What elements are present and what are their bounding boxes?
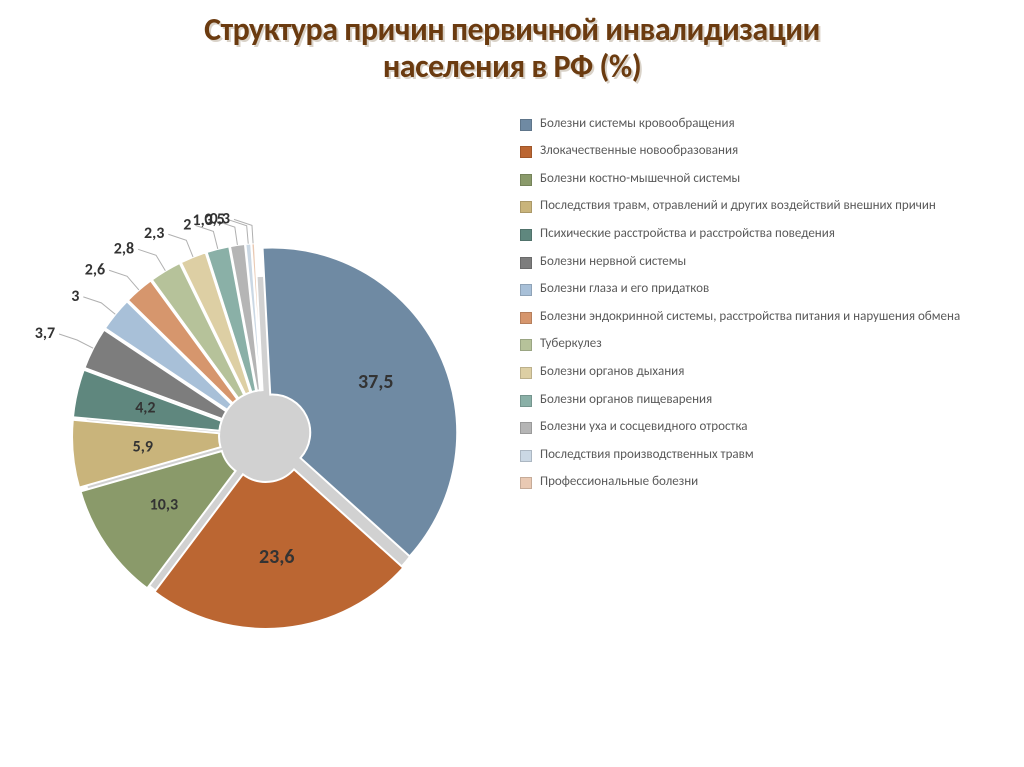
- legend-swatch: [520, 450, 532, 462]
- slice-label: 23,6: [259, 545, 295, 569]
- title-line-2: населения в РФ (%): [0, 49, 1024, 86]
- legend-swatch: [520, 339, 532, 351]
- slice-label: 3: [71, 286, 79, 305]
- slice-label: 2: [183, 215, 191, 234]
- legend-swatch: [520, 146, 532, 158]
- legend-item: Психические расстройства и расстройства …: [520, 226, 1000, 242]
- legend-swatch: [520, 174, 532, 186]
- legend-label: Последствия травм, отравлений и других в…: [540, 198, 936, 214]
- legend-item: Болезни органов пищеварения: [520, 392, 1000, 408]
- legend-swatch: [520, 422, 532, 434]
- legend-item: Болезни системы кровообращения: [520, 116, 1000, 132]
- legend-label: Болезни уха и сосцевидного отростка: [540, 419, 748, 435]
- legend-item: Болезни нервной системы: [520, 254, 1000, 270]
- legend-item: Злокачественные новообразования: [520, 143, 1000, 159]
- legend: Болезни системы кровообращения Злокачеств…: [520, 116, 1000, 502]
- legend-swatch: [520, 367, 532, 379]
- legend-item: Болезни глаза и его придатков: [520, 281, 1000, 297]
- leader-line: [83, 296, 115, 313]
- legend-swatch: [520, 312, 532, 324]
- legend-swatch: [520, 201, 532, 213]
- slice-label: 5,9: [133, 437, 153, 456]
- slice-label: 3,7: [35, 324, 55, 343]
- legend-label: Туберкулез: [540, 336, 602, 352]
- chart-title: Структура причин первичной инвалидизации…: [0, 0, 1024, 86]
- legend-item: Болезни эндокринной системы, расстройств…: [520, 309, 1000, 325]
- legend-swatch: [520, 477, 532, 489]
- legend-label: Болезни глаза и его придатков: [540, 281, 709, 297]
- leader-line: [109, 270, 139, 290]
- legend-swatch: [520, 229, 532, 241]
- legend-item: Болезни костно-мышечной системы: [520, 171, 1000, 187]
- slice-label: 10,3: [150, 495, 178, 514]
- slice-label: 2,8: [114, 239, 134, 258]
- legend-label: Профессиональные болезни: [540, 474, 698, 490]
- legend-label: Злокачественные новообразования: [540, 143, 738, 159]
- slice-label: 2,3: [144, 224, 164, 243]
- legend-swatch: [520, 395, 532, 407]
- slice-label: 2,6: [85, 260, 105, 279]
- legend-item: Туберкулез: [520, 336, 1000, 352]
- slice-label: 37,5: [358, 370, 394, 394]
- legend-item: Последствия производственных травм: [520, 447, 1000, 463]
- legend-swatch: [520, 257, 532, 269]
- legend-item: Профессиональные болезни: [520, 474, 1000, 490]
- legend-label: Болезни системы кровообращения: [540, 116, 735, 132]
- legend-label: Болезни нервной системы: [540, 254, 686, 270]
- leader-line: [59, 334, 93, 348]
- legend-label: Болезни костно-мышечной системы: [540, 171, 740, 187]
- legend-label: Болезни эндокринной системы, расстройств…: [540, 309, 960, 325]
- leader-line: [168, 234, 193, 257]
- title-line-1: Структура причин первичной инвалидизации: [0, 12, 1024, 49]
- legend-swatch: [520, 284, 532, 296]
- legend-item: Болезни уха и сосцевидного отростка: [520, 419, 1000, 435]
- slice-label: 4,2: [135, 398, 155, 417]
- legend-item: Болезни органов дыхания: [520, 364, 1000, 380]
- legend-swatch: [520, 119, 532, 131]
- legend-label: Психические расстройства и расстройства …: [540, 226, 835, 242]
- slice-label: 0,3: [210, 209, 230, 228]
- pie-chart: 37,523,610,35,94,23,732,62,82,321,30,50,…: [20, 126, 500, 646]
- legend-label: Болезни органов пищеварения: [540, 392, 712, 408]
- legend-label: Последствия производственных травм: [540, 447, 754, 463]
- chart-content: 37,523,610,35,94,23,732,62,82,321,30,50,…: [0, 86, 1024, 766]
- legend-label: Болезни органов дыхания: [540, 364, 684, 380]
- leader-line: [138, 249, 165, 270]
- legend-item: Последствия травм, отравлений и других в…: [520, 198, 1000, 214]
